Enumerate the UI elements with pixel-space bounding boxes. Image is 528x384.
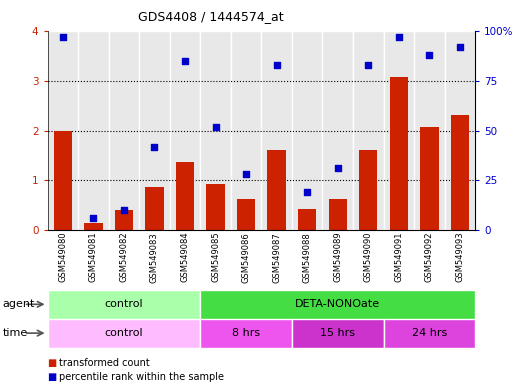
Bar [268, 149, 286, 230]
Text: DETA-NONOate: DETA-NONOate [295, 299, 380, 310]
Bar [292, 319, 383, 348]
Text: control: control [105, 299, 143, 310]
Text: ■: ■ [48, 358, 57, 368]
Bar [206, 184, 225, 230]
Bar [359, 149, 378, 230]
Bar [298, 209, 316, 230]
Text: 15 hrs: 15 hrs [320, 328, 355, 338]
Text: ■: ■ [48, 372, 57, 382]
Bar [54, 131, 72, 230]
Bar [328, 199, 347, 230]
Point [89, 215, 98, 222]
Bar [200, 31, 231, 230]
Point [59, 34, 67, 40]
Point [425, 51, 433, 58]
Text: time: time [3, 328, 28, 338]
Point [211, 124, 220, 130]
Bar [139, 31, 169, 230]
Text: agent: agent [3, 299, 35, 310]
Bar [292, 31, 323, 230]
Bar [78, 31, 109, 230]
Point [181, 58, 189, 64]
Text: transformed count: transformed count [59, 358, 150, 368]
Bar [451, 114, 469, 230]
Bar [261, 31, 292, 230]
Bar [383, 31, 414, 230]
Text: GDS4408 / 1444574_at: GDS4408 / 1444574_at [138, 10, 284, 23]
Point [120, 207, 128, 214]
Text: percentile rank within the sample: percentile rank within the sample [59, 372, 224, 382]
Point [456, 44, 464, 50]
Bar [390, 77, 408, 230]
Text: 24 hrs: 24 hrs [412, 328, 447, 338]
Bar [48, 31, 78, 230]
Point [364, 61, 373, 68]
Bar [353, 31, 383, 230]
Bar [145, 187, 164, 230]
Bar [115, 210, 133, 230]
Text: control: control [105, 328, 143, 338]
Bar [420, 127, 439, 230]
Bar [383, 319, 475, 348]
Bar [237, 199, 255, 230]
Point [394, 34, 403, 40]
Point [303, 189, 312, 195]
Bar [200, 319, 292, 348]
Bar [84, 223, 102, 230]
Text: 8 hrs: 8 hrs [232, 328, 260, 338]
Point [334, 166, 342, 172]
Point [272, 61, 281, 68]
Point [242, 171, 250, 177]
Point [150, 144, 158, 150]
Bar [445, 31, 475, 230]
Bar [169, 31, 200, 230]
Bar [48, 319, 200, 348]
Bar [323, 31, 353, 230]
Bar [48, 290, 200, 319]
Bar [109, 31, 139, 230]
Bar [231, 31, 261, 230]
Bar [414, 31, 445, 230]
Bar [200, 290, 475, 319]
Bar [176, 162, 194, 230]
